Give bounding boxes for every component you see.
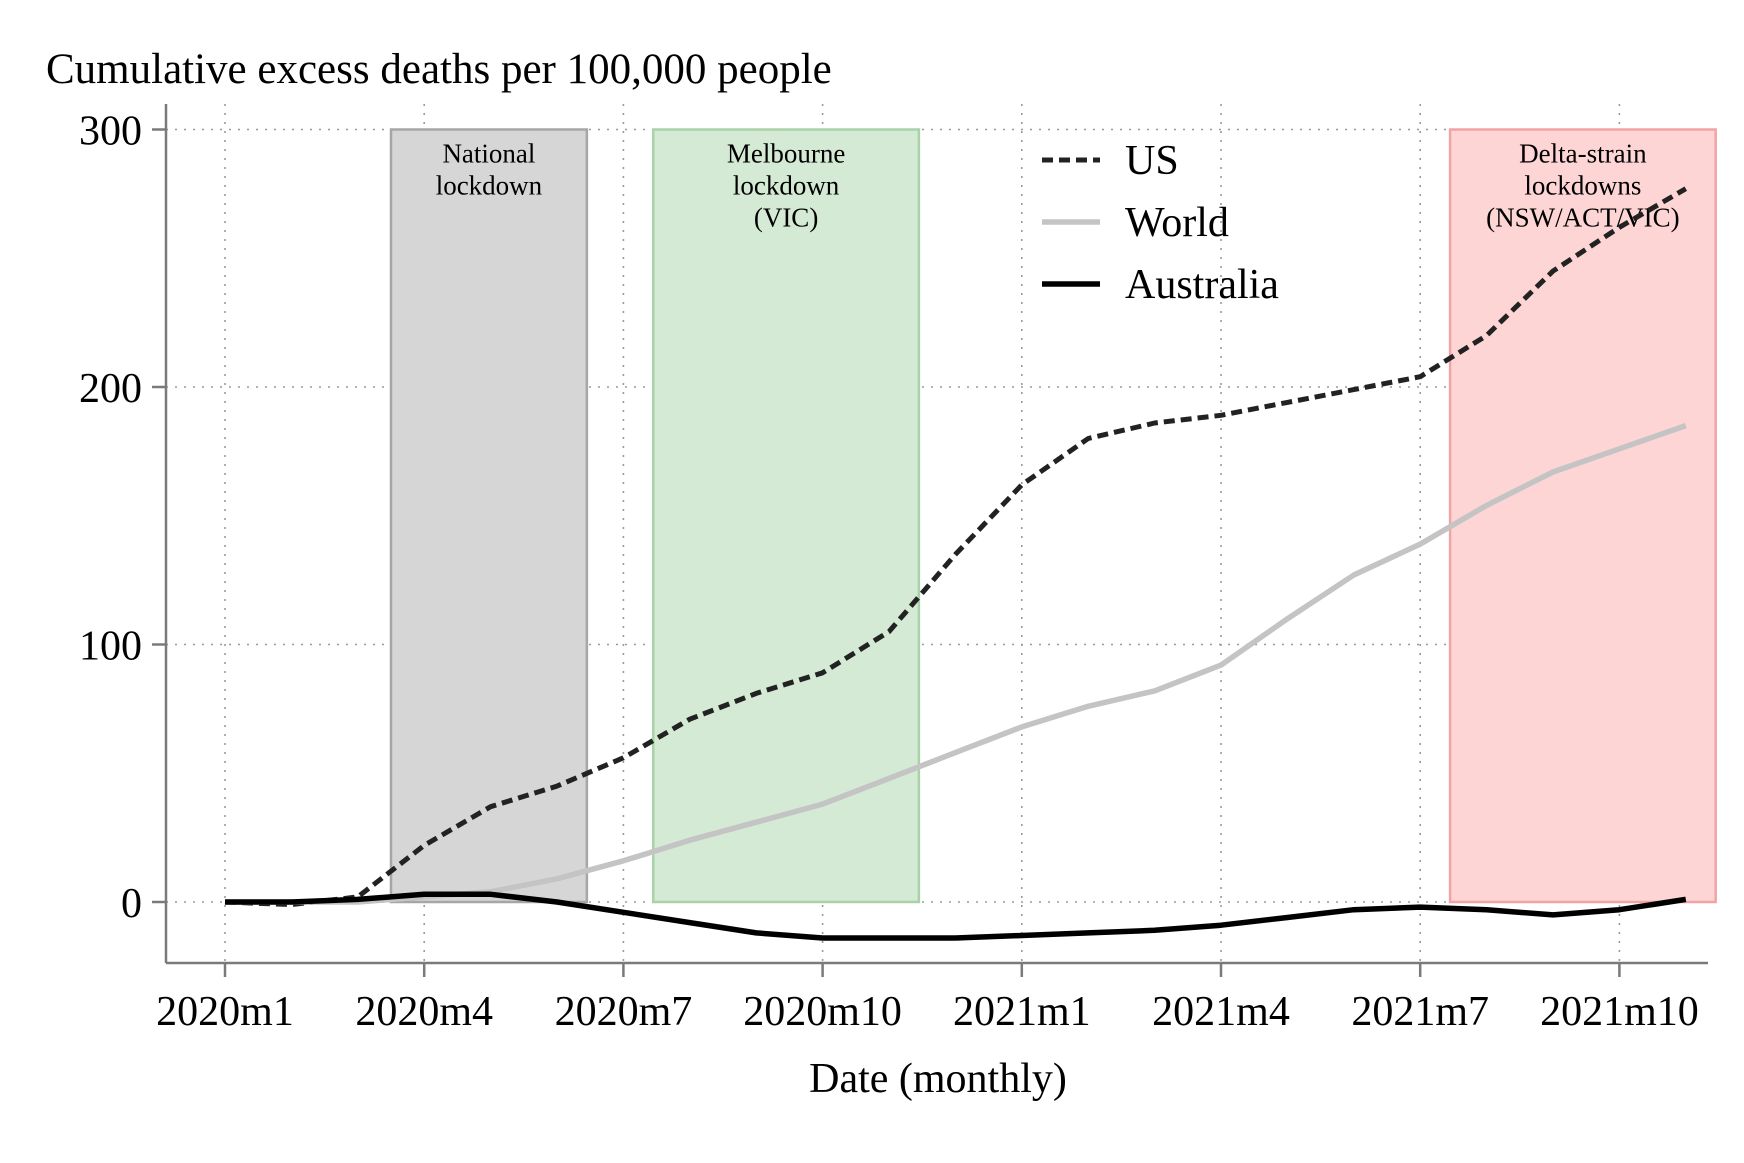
legend-label-us: US bbox=[1125, 138, 1179, 184]
x-tick-label: 2020m4 bbox=[355, 989, 493, 1035]
x-tick-label: 2020m1 bbox=[156, 989, 294, 1035]
shaded-period-1 bbox=[389, 128, 589, 904]
shaded-period-label: Delta-strain bbox=[1519, 139, 1647, 169]
y-tick-label: 0 bbox=[121, 881, 142, 927]
shaded-period-label: Melbourne bbox=[727, 139, 845, 169]
legend-label-australia: Australia bbox=[1125, 262, 1279, 308]
axes: 0 100 200 300 2020m1 2020m4 2020m7 2020m10 2021m… bbox=[79, 104, 1708, 1035]
shaded-periods: NationallockdownMelbournelockdown(VIC)De… bbox=[389, 128, 1717, 904]
y-tick-label: 200 bbox=[79, 366, 142, 412]
chart-title: Cumulative excess deaths per 100,000 peo… bbox=[46, 46, 832, 93]
legend-label-world: World bbox=[1125, 200, 1229, 246]
x-tick-label: 2021m1 bbox=[953, 989, 1091, 1035]
shaded-period-label: lockdown bbox=[436, 171, 543, 201]
x-tick-label: 2021m10 bbox=[1540, 989, 1699, 1035]
shaded-period-label: (NSW/ACT/VIC) bbox=[1486, 203, 1679, 233]
series-line-australia bbox=[225, 891, 1687, 941]
y-tick-label: 100 bbox=[79, 624, 142, 670]
shaded-period-label: lockdown bbox=[733, 171, 840, 201]
series-line-us bbox=[224, 186, 1688, 908]
x-tick-label: 2021m7 bbox=[1351, 989, 1489, 1035]
x-axis-title: Date (monthly) bbox=[809, 1056, 1067, 1102]
shaded-period-label: (VIC) bbox=[754, 203, 818, 233]
shaded-period-3 bbox=[1448, 128, 1717, 904]
x-tick-label: 2020m7 bbox=[555, 989, 693, 1035]
x-tick-label: 2020m10 bbox=[743, 989, 902, 1035]
y-tick-label: 300 bbox=[79, 109, 142, 155]
x-tick-label: 2021m4 bbox=[1152, 989, 1290, 1035]
shaded-period-2 bbox=[652, 128, 921, 904]
shaded-period-label: lockdowns bbox=[1524, 171, 1641, 201]
shaded-period-label: National bbox=[442, 139, 535, 169]
legend: US World Australia bbox=[1042, 138, 1279, 308]
series-lines bbox=[224, 186, 1688, 941]
